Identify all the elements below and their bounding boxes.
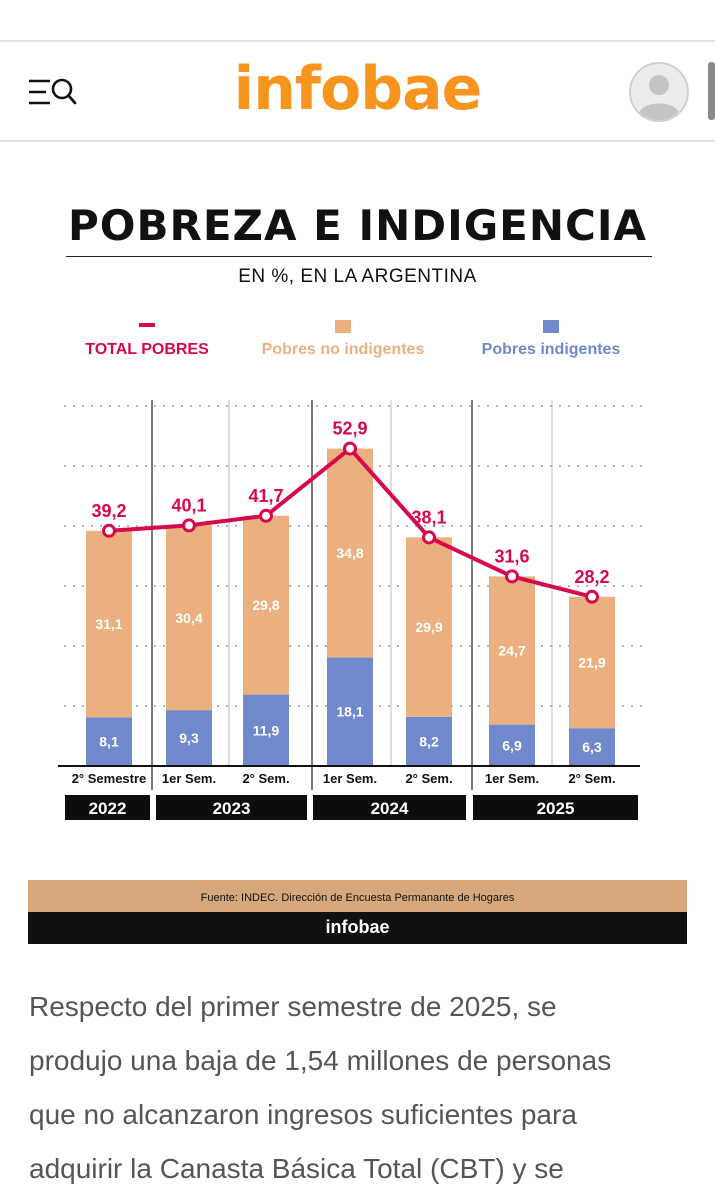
total-point <box>102 523 116 538</box>
article-line: que no alcanzaron ingresos suficientes p… <box>29 1099 577 1130</box>
legend-swatch <box>335 320 351 333</box>
total-point <box>422 530 436 545</box>
site-logo[interactable]: infobae <box>233 54 483 124</box>
bar-indigentes <box>166 710 212 766</box>
x-tick-label: 2° Semestre <box>72 771 147 786</box>
year-label: 2022 <box>89 799 127 818</box>
poverty-chart: TOTAL POBRES Pobres no indigentes Pobres i… <box>58 320 648 820</box>
bar-no-indigentes <box>569 596 615 729</box>
menu-search-icon[interactable] <box>28 76 78 108</box>
total-point <box>182 518 196 533</box>
bar-indigentes <box>569 728 615 766</box>
bar-no-indigentes <box>243 515 289 695</box>
top-bar: infobae <box>0 40 715 142</box>
bar-indigentes <box>406 716 452 766</box>
value-label-no-indigentes: 30,4 <box>175 610 202 626</box>
bar-no-indigentes <box>86 530 132 718</box>
year-label: 2023 <box>213 799 251 818</box>
value-label-indigentes: 6,3 <box>582 739 602 755</box>
bar-no-indigentes <box>166 525 212 711</box>
legend-label: Pobres indigentes <box>482 341 621 358</box>
year-label: 2024 <box>371 799 409 818</box>
legend-label: Pobres no indigentes <box>262 341 425 358</box>
scrollbar[interactable] <box>708 62 715 120</box>
value-label-indigentes: 9,3 <box>179 730 199 746</box>
x-tick-label: 1er Sem. <box>162 771 216 786</box>
bar-no-indigentes <box>406 537 452 717</box>
x-tick-label: 1er Sem. <box>323 771 377 786</box>
footer-brand: infobae <box>28 912 687 944</box>
x-tick-label: 2° Sem. <box>568 771 615 786</box>
year-band <box>65 795 150 820</box>
total-value-label: 38,1 <box>411 507 446 527</box>
total-value-label: 31,6 <box>494 546 529 566</box>
total-value-label: 39,2 <box>91 501 126 521</box>
bar-no-indigentes <box>327 448 373 658</box>
year-band <box>473 795 638 820</box>
total-value-label: 41,7 <box>248 486 283 506</box>
value-label-no-indigentes: 34,8 <box>336 545 363 561</box>
year-label: 2025 <box>537 799 575 818</box>
user-avatar-icon[interactable] <box>629 62 689 122</box>
value-label-indigentes: 18,1 <box>336 704 363 720</box>
value-label-no-indigentes: 29,9 <box>415 619 442 635</box>
total-value-label: 40,1 <box>171 495 206 515</box>
bar-no-indigentes <box>489 576 535 725</box>
bar-indigentes <box>243 694 289 766</box>
article-line: adquirir la Canasta Básica Total (CBT) y… <box>29 1153 564 1184</box>
value-label-indigentes: 8,1 <box>99 734 119 750</box>
bar-indigentes <box>327 657 373 766</box>
legend-label: TOTAL POBRES <box>85 341 209 358</box>
x-tick-label: 2° Sem. <box>405 771 452 786</box>
total-value-label: 52,9 <box>332 419 367 439</box>
legend-swatch <box>543 320 559 333</box>
year-band <box>313 795 466 820</box>
total-point <box>585 589 599 604</box>
chart-title: POBREZA E INDIGENCIA <box>68 201 647 250</box>
article-line: Respecto del primer semestre de 2025, se <box>29 991 557 1022</box>
legend-swatch-total <box>139 323 155 327</box>
value-label-no-indigentes: 29,8 <box>252 597 279 613</box>
total-point <box>259 508 273 523</box>
year-band <box>156 795 307 820</box>
total-point <box>505 569 519 584</box>
title-divider <box>66 256 652 257</box>
value-label-indigentes: 11,9 <box>253 722 280 738</box>
chart-subtitle: EN %, EN LA ARGENTINA <box>238 266 477 287</box>
bar-indigentes <box>489 724 535 766</box>
total-point <box>343 441 357 456</box>
article-line: produjo una baja de 1,54 millones de per… <box>29 1045 612 1076</box>
value-label-no-indigentes: 31,1 <box>95 616 122 632</box>
x-tick-label: 2° Sem. <box>242 771 289 786</box>
value-label-indigentes: 8,2 <box>419 733 439 749</box>
x-tick-label: 1er Sem. <box>485 771 539 786</box>
bar-indigentes <box>86 717 132 766</box>
total-value-label: 28,2 <box>574 567 609 587</box>
source-note: Fuente: INDEC. Dirección de Encuesta Per… <box>28 880 687 912</box>
value-label-no-indigentes: 21,9 <box>578 655 605 671</box>
value-label-no-indigentes: 24,7 <box>498 643 525 659</box>
value-label-indigentes: 6,9 <box>502 737 522 753</box>
article-paragraph: Respecto del primer semestre de 2025, se… <box>29 980 689 1196</box>
